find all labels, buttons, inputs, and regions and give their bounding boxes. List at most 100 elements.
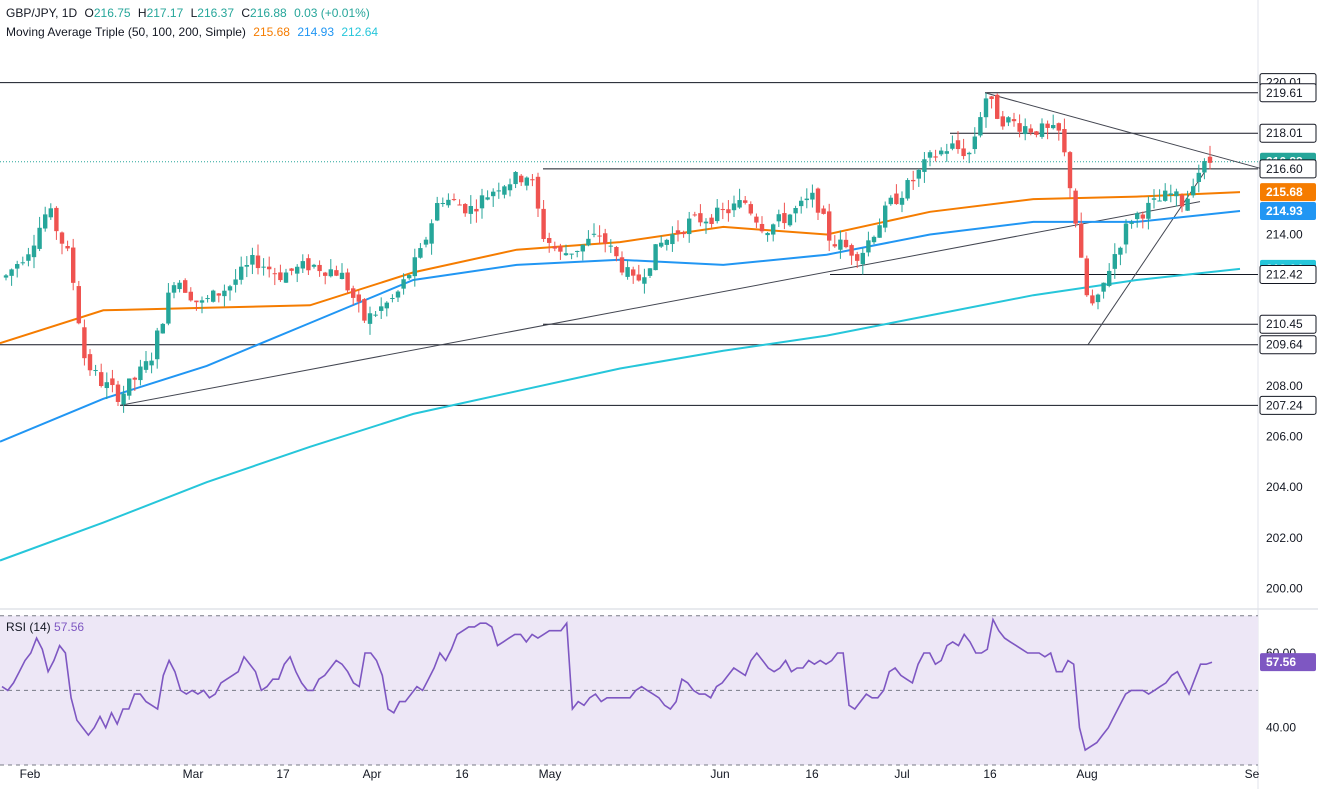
candle-body bbox=[1067, 152, 1073, 189]
candle-body bbox=[838, 239, 843, 250]
candle-body bbox=[1196, 172, 1201, 182]
candle-body bbox=[647, 268, 653, 276]
candle-body bbox=[1101, 282, 1106, 292]
candle-body bbox=[267, 266, 272, 270]
candle-body bbox=[401, 279, 406, 289]
candle-body bbox=[524, 177, 529, 186]
ohlc-low: 216.37 bbox=[197, 6, 234, 20]
candle-body bbox=[1011, 119, 1017, 122]
candle-body bbox=[283, 272, 289, 283]
x-tick-label: 17 bbox=[276, 767, 290, 781]
candle-body bbox=[104, 382, 109, 389]
x-tick-label: Jul bbox=[894, 767, 909, 781]
candle-body bbox=[776, 214, 781, 222]
level-label-box bbox=[1259, 335, 1317, 355]
candle-body bbox=[1174, 191, 1179, 197]
candle-body bbox=[591, 233, 597, 235]
candle-body bbox=[373, 314, 378, 316]
candle-body bbox=[446, 199, 451, 206]
candle-body bbox=[429, 223, 434, 244]
candle-body bbox=[1185, 198, 1190, 211]
candle-body bbox=[205, 298, 210, 300]
price-label-box bbox=[1260, 183, 1316, 202]
candle-body bbox=[530, 179, 535, 181]
candle-body bbox=[87, 354, 93, 371]
candle-body bbox=[983, 98, 989, 118]
candle-body bbox=[743, 200, 748, 203]
candle-body bbox=[1023, 126, 1028, 135]
candle-body bbox=[726, 209, 731, 214]
candle-body bbox=[597, 235, 602, 237]
candle-body bbox=[71, 247, 76, 283]
x-tick-label: Se bbox=[1245, 767, 1260, 781]
candle-body bbox=[1118, 247, 1123, 255]
candle-body bbox=[177, 282, 182, 290]
price-tick-label: 219.61 bbox=[1266, 86, 1303, 100]
candle-body bbox=[877, 225, 882, 238]
x-tick-label: 16 bbox=[805, 767, 819, 781]
candle-body bbox=[972, 136, 977, 150]
candle-body bbox=[115, 384, 121, 402]
candle-body bbox=[222, 290, 227, 297]
candle-body bbox=[289, 268, 294, 271]
candle-body bbox=[1073, 190, 1078, 224]
candle-body bbox=[944, 151, 949, 154]
candle-body bbox=[659, 242, 664, 247]
candle-body bbox=[799, 200, 804, 207]
level-label-box bbox=[1259, 123, 1317, 143]
candle-body bbox=[866, 240, 871, 253]
price-tick-label: 209.64 bbox=[1266, 338, 1303, 352]
candle-body bbox=[1179, 195, 1185, 207]
candle-body bbox=[48, 208, 53, 218]
level-label-box bbox=[1259, 395, 1317, 415]
ma50-line bbox=[0, 191, 1241, 345]
ohlc-low-label: L bbox=[190, 6, 198, 20]
candle-body bbox=[636, 274, 641, 281]
candle-body bbox=[474, 208, 479, 212]
candle-body bbox=[575, 250, 580, 252]
candle-body bbox=[681, 232, 686, 235]
candle-body bbox=[1034, 131, 1039, 135]
candle-body bbox=[496, 190, 501, 192]
candle-body bbox=[703, 221, 709, 224]
candle-body bbox=[15, 264, 20, 269]
candle-body bbox=[227, 286, 233, 291]
candle-body bbox=[110, 378, 115, 386]
candle-body bbox=[239, 266, 244, 280]
candle-body bbox=[978, 117, 983, 136]
ohlc-close-label: C bbox=[241, 6, 251, 20]
candle-body bbox=[670, 234, 675, 245]
candle-body bbox=[31, 245, 37, 258]
candle-body bbox=[171, 285, 177, 293]
candle-body bbox=[155, 330, 160, 360]
candle-body bbox=[916, 169, 921, 179]
candle-body bbox=[328, 269, 333, 277]
candle-body bbox=[653, 244, 658, 271]
candle-body bbox=[821, 208, 826, 214]
x-tick-label: 16 bbox=[983, 767, 997, 781]
candle-body bbox=[939, 150, 944, 155]
price-label: 215.68 bbox=[1266, 185, 1303, 199]
candle-body bbox=[804, 198, 809, 201]
candle-body bbox=[1123, 223, 1129, 245]
candle-body bbox=[295, 266, 300, 274]
candle-body bbox=[810, 192, 815, 200]
ma200-line bbox=[0, 267, 1241, 562]
candle-body bbox=[950, 143, 955, 149]
candle-body bbox=[1146, 202, 1151, 219]
candle-body bbox=[356, 294, 361, 302]
candle-body bbox=[709, 217, 714, 224]
candle-body bbox=[502, 186, 507, 195]
candle-body bbox=[815, 188, 821, 213]
candle-body bbox=[547, 237, 552, 243]
rsi-tick-label: 40.00 bbox=[1266, 721, 1296, 735]
candle-body bbox=[1062, 129, 1067, 153]
candle-body bbox=[765, 233, 770, 236]
candle-body bbox=[211, 290, 216, 302]
candle-body bbox=[1056, 123, 1061, 131]
rsi-label: RSI (14) bbox=[6, 620, 51, 634]
candle-body bbox=[989, 96, 994, 100]
candle-body bbox=[384, 302, 389, 309]
candle-body bbox=[642, 277, 647, 284]
